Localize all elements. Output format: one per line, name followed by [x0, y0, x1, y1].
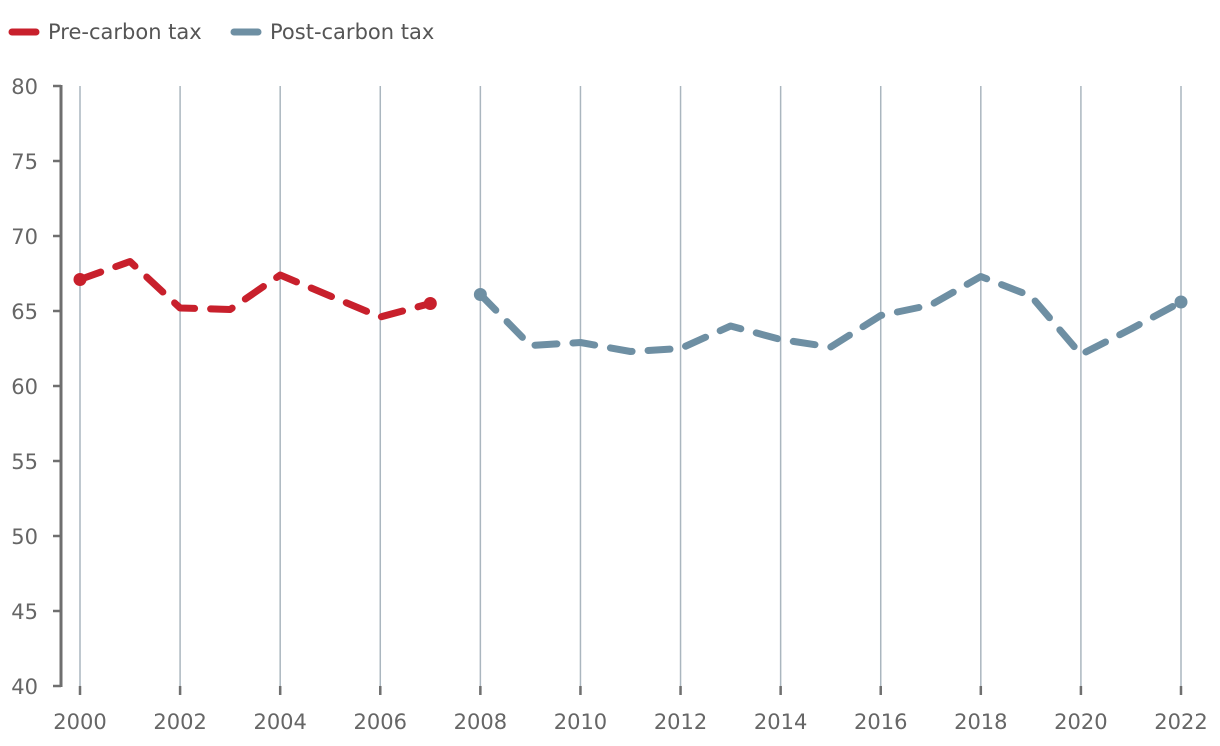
series-marker-pre-carbon-tax-2007: [423, 297, 437, 310]
x-axis-tick-labels: 2000 2002 2004 2006 2008 2010 2012 2014 2016 2018…: [53, 710, 1207, 734]
series-line-post-carbon-tax: [476, 273, 1185, 358]
y-tick-label-75: 75: [11, 150, 38, 174]
y-tick-label-55: 55: [11, 450, 38, 474]
series-marker-post-carbon-tax-2022: [1174, 295, 1188, 309]
series: [73, 258, 1188, 358]
series-marker-post-carbon-tax-2008: [473, 288, 487, 301]
legend-item-pre-carbon-tax[interactable]: Pre-carbon tax: [8, 20, 202, 44]
y-tick-label-60: 60: [11, 375, 38, 399]
x-tick-label-2018: 2018: [954, 710, 1007, 734]
axes: [53, 84, 1183, 695]
y-tick-label-65: 65: [11, 300, 38, 324]
legend-item-post-carbon-tax[interactable]: Post-carbon tax: [230, 20, 434, 44]
series-line-pre-carbon-tax: [76, 258, 434, 321]
y-tick-label-80: 80: [11, 75, 38, 99]
x-tick-label-2020: 2020: [1054, 710, 1107, 734]
y-tick-label-40: 40: [11, 675, 38, 699]
x-tick-label-2014: 2014: [754, 710, 807, 734]
x-tick-label-2008: 2008: [454, 710, 507, 734]
x-tick-label-2006: 2006: [354, 710, 407, 734]
x-tick-label-2010: 2010: [554, 710, 607, 734]
y-tick-label-45: 45: [11, 600, 38, 624]
legend: Pre-carbon tax Post-carbon tax: [8, 20, 434, 44]
x-tick-label-2022: 2022: [1154, 710, 1207, 734]
series-marker-pre-carbon-tax-2000: [73, 273, 87, 286]
y-tick-label-70: 70: [11, 225, 38, 249]
x-tick-label-2012: 2012: [654, 710, 707, 734]
gridlines: [79, 86, 1182, 686]
legend-label-post-carbon-tax: Post-carbon tax: [270, 20, 434, 44]
y-axis-tick-labels: 40 45 50 55 60 65 70 75 80: [11, 75, 38, 699]
x-tick-label-2000: 2000: [53, 710, 106, 734]
legend-label-pre-carbon-tax: Pre-carbon tax: [48, 20, 202, 44]
x-tick-label-2016: 2016: [854, 710, 907, 734]
x-tick-label-2002: 2002: [153, 710, 206, 734]
x-tick-label-2004: 2004: [253, 710, 306, 734]
y-tick-label-50: 50: [11, 525, 38, 549]
